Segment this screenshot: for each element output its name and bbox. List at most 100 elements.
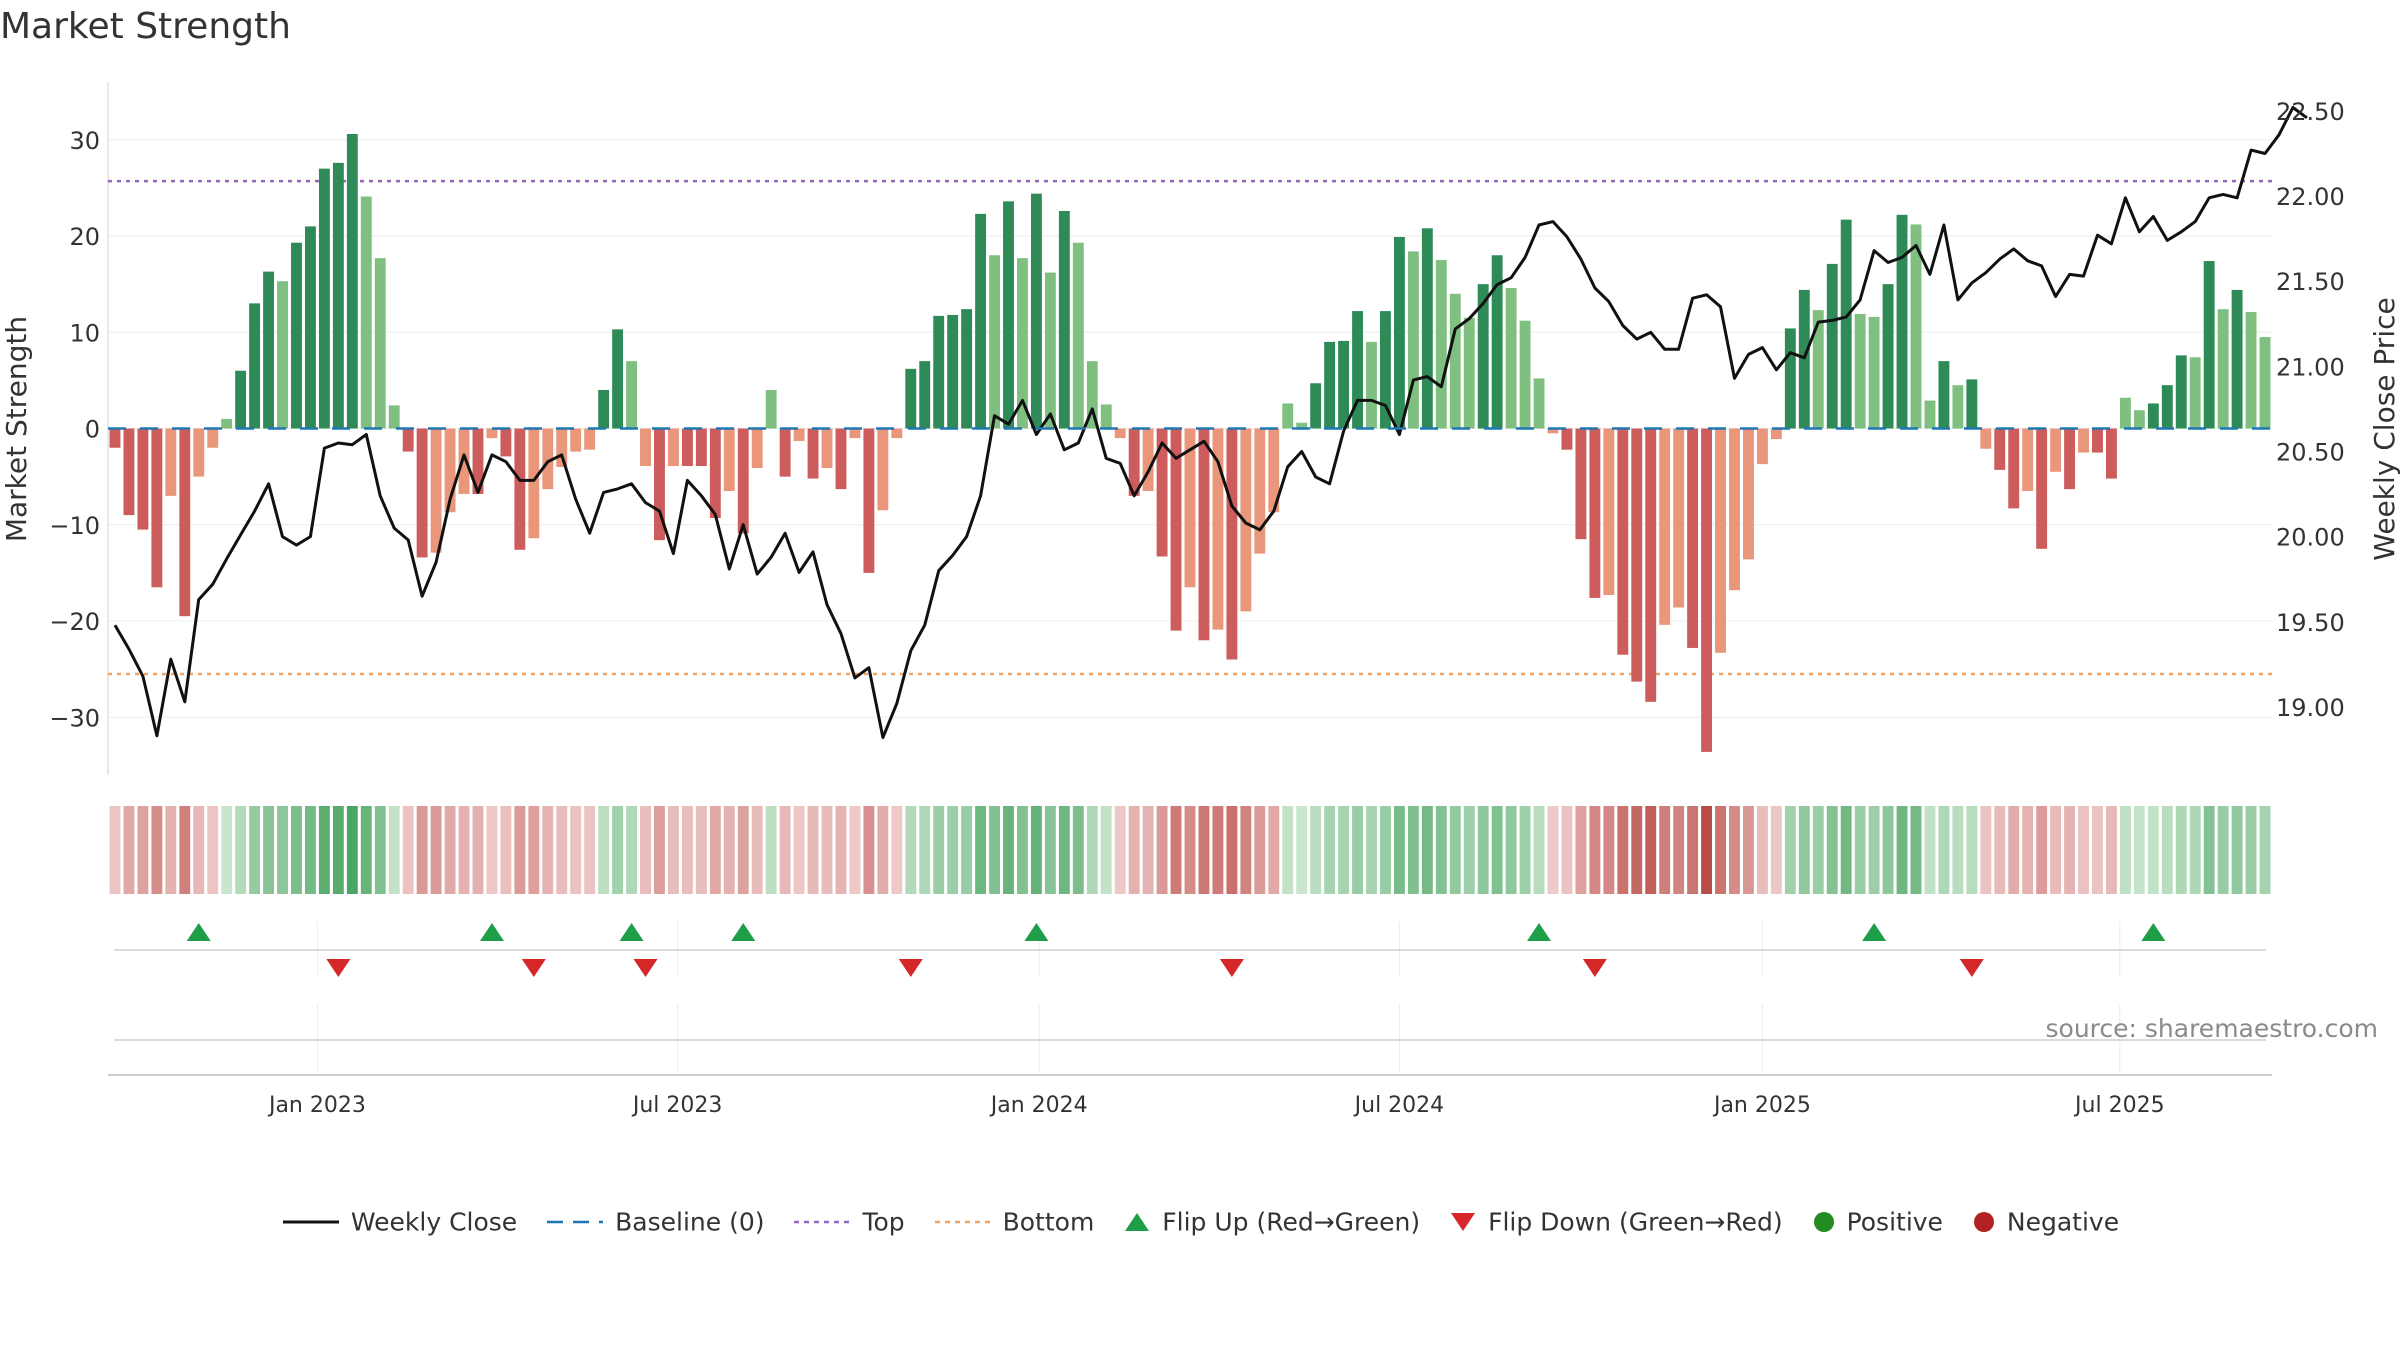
strength-bar bbox=[1324, 341, 1336, 429]
legend-item-bottom[interactable]: Bottom bbox=[933, 1206, 1094, 1236]
strength-bar bbox=[807, 428, 819, 479]
strength-bar bbox=[835, 428, 847, 490]
strength-bar bbox=[1407, 251, 1419, 429]
strength-bar bbox=[1393, 236, 1405, 429]
heat-cell bbox=[1449, 806, 1461, 894]
strength-bar bbox=[235, 370, 247, 429]
strength-bar bbox=[1687, 428, 1699, 648]
circle-icon bbox=[1813, 1211, 1834, 1232]
strength-bar bbox=[2092, 428, 2103, 453]
right-axis-label: Weekly Close Price bbox=[2368, 297, 2400, 560]
strength-bar bbox=[1729, 428, 1740, 591]
strength-bar bbox=[277, 281, 288, 429]
heat-cell bbox=[667, 806, 679, 894]
flip-down-marker bbox=[1582, 959, 1607, 977]
strength-bar bbox=[709, 428, 721, 519]
strength-bar bbox=[416, 428, 428, 558]
heat-cell bbox=[779, 806, 791, 894]
strength-bar bbox=[332, 162, 344, 429]
y2-tick-label: 22.00 bbox=[2276, 183, 2345, 211]
heat-cell bbox=[2133, 806, 2145, 894]
strength-bar bbox=[486, 428, 498, 439]
strength-bar bbox=[570, 428, 582, 452]
strength-bar bbox=[1114, 428, 1126, 439]
strength-bar bbox=[598, 390, 610, 429]
strength-bar bbox=[1058, 210, 1070, 429]
heat-cell bbox=[360, 806, 372, 894]
heat-cell bbox=[1952, 806, 1964, 894]
strength-bar bbox=[584, 428, 596, 450]
strength-bar bbox=[640, 428, 651, 467]
heat-cell bbox=[2147, 806, 2159, 894]
heat-cell bbox=[1575, 806, 1587, 894]
heat-cell bbox=[2217, 806, 2229, 894]
strength-bar bbox=[1491, 255, 1503, 429]
heat-cell bbox=[1994, 806, 2006, 894]
heat-cell bbox=[1589, 806, 1601, 894]
heat-cell bbox=[388, 806, 400, 894]
heat-cell bbox=[1240, 806, 1252, 894]
legend-label: Negative bbox=[2006, 1207, 2120, 1237]
y-tick-label: −30 bbox=[49, 704, 100, 732]
strength-bar bbox=[1268, 428, 1280, 513]
y2-tick-label: 20.00 bbox=[2276, 524, 2345, 552]
legend-item-top[interactable]: Top bbox=[792, 1206, 905, 1236]
heat-cell bbox=[681, 806, 693, 894]
strength-bar bbox=[221, 418, 233, 429]
heat-cell bbox=[1366, 806, 1377, 894]
strength-bar bbox=[1156, 428, 1168, 557]
heat-cell bbox=[835, 806, 847, 894]
gridlines bbox=[108, 139, 2272, 1072]
strength-bar bbox=[1533, 378, 1545, 429]
legend-item-positive[interactable]: Positive bbox=[1811, 1206, 1943, 1237]
legend-item-flip-up[interactable]: Flip Up (Red→Green) bbox=[1122, 1206, 1420, 1236]
strength-bar bbox=[779, 428, 791, 477]
heat-cell bbox=[263, 806, 274, 894]
strength-bar bbox=[500, 428, 512, 457]
strength-bar bbox=[1645, 428, 1657, 702]
strength-bar bbox=[1086, 361, 1098, 429]
strength-bar bbox=[612, 329, 624, 429]
legend-label: Positive bbox=[1846, 1207, 1943, 1237]
heat-cell bbox=[709, 806, 721, 894]
strength-bar bbox=[849, 428, 861, 439]
strength-bar bbox=[863, 428, 875, 573]
heat-cell bbox=[807, 806, 819, 894]
flip-down-marker bbox=[898, 959, 923, 977]
heat-cell bbox=[1324, 806, 1336, 894]
heat-cell bbox=[2092, 806, 2103, 894]
strength-bar bbox=[933, 315, 945, 429]
heat-cell bbox=[933, 806, 945, 894]
legend-item-weekly-close[interactable]: Weekly Close bbox=[281, 1206, 518, 1237]
y-tick-label: 30 bbox=[69, 127, 100, 155]
heat-cell bbox=[1701, 806, 1713, 894]
heat-cell bbox=[1142, 806, 1154, 894]
legend-item-flip-down[interactable]: Flip Down (Green→Red) bbox=[1448, 1206, 1783, 1236]
legend-item-negative[interactable]: Negative bbox=[1971, 1206, 2120, 1237]
legend-item-baseline[interactable]: Baseline (0) bbox=[545, 1206, 765, 1236]
strength-bar bbox=[1380, 311, 1391, 429]
strength-bar bbox=[1980, 428, 1992, 449]
strength-bar bbox=[249, 303, 261, 429]
heat-cell bbox=[291, 806, 302, 894]
strength-bar bbox=[542, 428, 554, 490]
strength-bar bbox=[151, 428, 163, 588]
heat-cell bbox=[1198, 806, 1210, 894]
strength-bar bbox=[1030, 193, 1042, 429]
heat-cell bbox=[695, 806, 707, 894]
legend-label: Weekly Close bbox=[350, 1207, 518, 1237]
heat-cell bbox=[179, 806, 191, 894]
heat-cell bbox=[1770, 806, 1782, 894]
dashed-line-icon bbox=[547, 1220, 604, 1223]
heat-cell bbox=[1910, 806, 1922, 894]
strength-bar bbox=[1338, 340, 1350, 429]
strength-bar bbox=[681, 428, 693, 467]
heat-cell bbox=[1435, 806, 1447, 894]
strength-bar bbox=[1882, 284, 1894, 429]
heat-cell bbox=[430, 806, 442, 894]
strength-bar bbox=[1003, 201, 1014, 429]
heat-cell bbox=[1184, 806, 1196, 894]
flip-up-marker bbox=[619, 923, 644, 941]
flip-up-marker bbox=[186, 923, 211, 941]
strength-bar bbox=[2050, 428, 2062, 472]
